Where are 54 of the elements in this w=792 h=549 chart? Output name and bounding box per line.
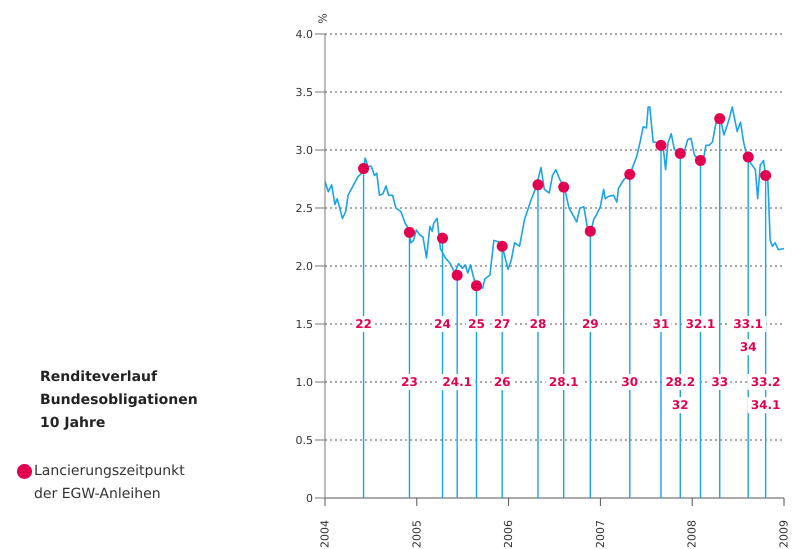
- point: [760, 170, 772, 182]
- x-tick-label: 2008: [686, 520, 699, 548]
- annotation: 33.1: [733, 317, 764, 331]
- y-tick-label: 4.0: [296, 28, 313, 41]
- point: [496, 240, 508, 252]
- annotation: 23: [401, 375, 418, 389]
- y-tick-label: 2.0: [296, 260, 313, 273]
- x-tick-label: 2007: [594, 520, 607, 548]
- point: [674, 148, 686, 159]
- point: [452, 270, 463, 281]
- y-axis-title: %: [316, 13, 330, 24]
- y-tick-label: 0: [306, 492, 313, 505]
- x-tick-label: 2004: [318, 520, 332, 548]
- y-tick-label: 3.0: [296, 144, 313, 157]
- annotation: 33: [711, 375, 728, 389]
- y-tick-label: 3.5: [296, 86, 313, 99]
- annotation: 26: [494, 375, 511, 389]
- annotation: 31: [652, 317, 670, 331]
- y-tick-label: 0.5: [296, 434, 313, 447]
- annotation: 24.1: [442, 375, 472, 389]
- x-tick-label: 2005: [410, 520, 424, 548]
- annotation: 30: [621, 375, 638, 389]
- annotation: 22: [355, 317, 372, 331]
- annotation: 32: [672, 398, 689, 412]
- point: [470, 280, 482, 292]
- annotation: 32.1: [686, 317, 716, 331]
- point: [584, 226, 596, 237]
- point: [532, 179, 544, 190]
- y-tick-label: 1.5: [296, 318, 313, 331]
- annotation: 25: [468, 317, 485, 331]
- point: [694, 154, 706, 166]
- y-tick-label: 1.0: [296, 376, 313, 389]
- point: [655, 140, 666, 151]
- annotation: 28.2: [665, 375, 696, 389]
- annotation: 27: [494, 317, 511, 331]
- point: [437, 232, 448, 244]
- annotation: 28.1: [548, 375, 578, 389]
- annotation: 34: [740, 340, 757, 354]
- point: [404, 226, 415, 238]
- y-tick-label: 2.5: [296, 202, 313, 215]
- annotation: 24: [434, 317, 451, 331]
- legend-label: Lancierungszeitpunkt der EGW-Anleihen: [34, 462, 186, 504]
- point: [624, 168, 636, 180]
- text: Renditeverlauf Bundesobligationen 10 Jahre: [40, 368, 199, 433]
- annotation: 33.2: [750, 375, 780, 389]
- annotation: 29: [582, 317, 599, 331]
- annotation: 34.1: [750, 398, 780, 412]
- point: [714, 113, 726, 124]
- x-tick-label: 2006: [502, 520, 516, 548]
- point: [358, 163, 370, 174]
- x-tick-label: 2009: [778, 520, 790, 548]
- point: [742, 151, 754, 162]
- annotation: 28: [530, 317, 546, 331]
- point: [558, 182, 570, 193]
